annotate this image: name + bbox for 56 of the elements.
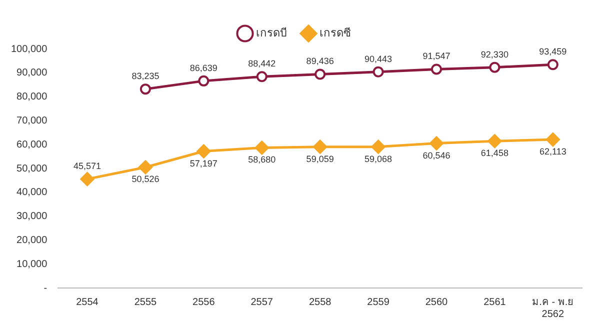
y-tick-label: 30,000 xyxy=(16,211,48,222)
point xyxy=(313,140,328,154)
data-label: 89,436 xyxy=(306,56,334,66)
point xyxy=(138,160,152,174)
data-label: 83,235 xyxy=(132,71,160,82)
point xyxy=(371,140,386,154)
data-label: 86,639 xyxy=(190,62,218,73)
x-tick-label: 2558 xyxy=(308,296,332,308)
point xyxy=(547,59,558,70)
point xyxy=(140,84,151,95)
data-label: 88,442 xyxy=(248,58,276,69)
data-label: 59,068 xyxy=(364,154,392,164)
x-tick-label: 2555 xyxy=(134,296,158,308)
x-tick-label: 2557 xyxy=(250,296,274,308)
x-tick-label: 2561 xyxy=(484,296,506,308)
point xyxy=(80,172,94,186)
point xyxy=(546,132,560,147)
x-tick-label: 2559 xyxy=(367,296,390,308)
y-tick-label: 70,000 xyxy=(16,115,48,126)
data-label: 90,443 xyxy=(364,54,392,64)
data-label: 59,059 xyxy=(306,154,334,164)
x-tick-label: 2560 xyxy=(425,296,448,308)
x-tick-label: 2554 xyxy=(76,296,99,308)
data-label: 62,113 xyxy=(539,146,566,157)
y-tick-label: 40,000 xyxy=(16,187,48,198)
data-label: 57,197 xyxy=(190,158,218,168)
y-tick-label: 80,000 xyxy=(16,92,48,103)
data-label: 60,546 xyxy=(422,150,450,160)
point xyxy=(489,62,500,73)
data-label: 45,571 xyxy=(73,161,102,172)
x-tick-label: 2556 xyxy=(192,296,216,308)
data-label: 50,526 xyxy=(132,174,160,184)
y-tick-label: 90,000 xyxy=(16,68,48,79)
y-tick-label: 10,000 xyxy=(16,258,48,270)
point xyxy=(256,71,268,82)
legend-label: เกรดซี xyxy=(320,26,352,40)
point xyxy=(196,144,211,158)
data-label: 91,547 xyxy=(422,51,450,62)
y-tick-label: 60,000 xyxy=(16,139,48,150)
point xyxy=(254,140,269,155)
point xyxy=(430,64,442,75)
data-label: 61,458 xyxy=(480,148,508,158)
y-tick-label: 50,000 xyxy=(16,163,48,174)
x-tick-label: ม.ค - พ.ย 2562 xyxy=(532,296,574,320)
legend-label: เกรดบี xyxy=(256,26,287,40)
point xyxy=(372,66,384,78)
point xyxy=(198,75,210,86)
y-tick-label: 100,000 xyxy=(10,44,48,55)
data-label: 93,459 xyxy=(539,46,567,57)
y-tick-label: 20,000 xyxy=(16,234,48,246)
point xyxy=(488,134,502,148)
data-label: 58,680 xyxy=(248,154,276,165)
point xyxy=(314,68,326,80)
data-label: 92,330 xyxy=(480,49,508,60)
y-tick-label: - xyxy=(44,282,48,294)
point xyxy=(429,136,444,150)
